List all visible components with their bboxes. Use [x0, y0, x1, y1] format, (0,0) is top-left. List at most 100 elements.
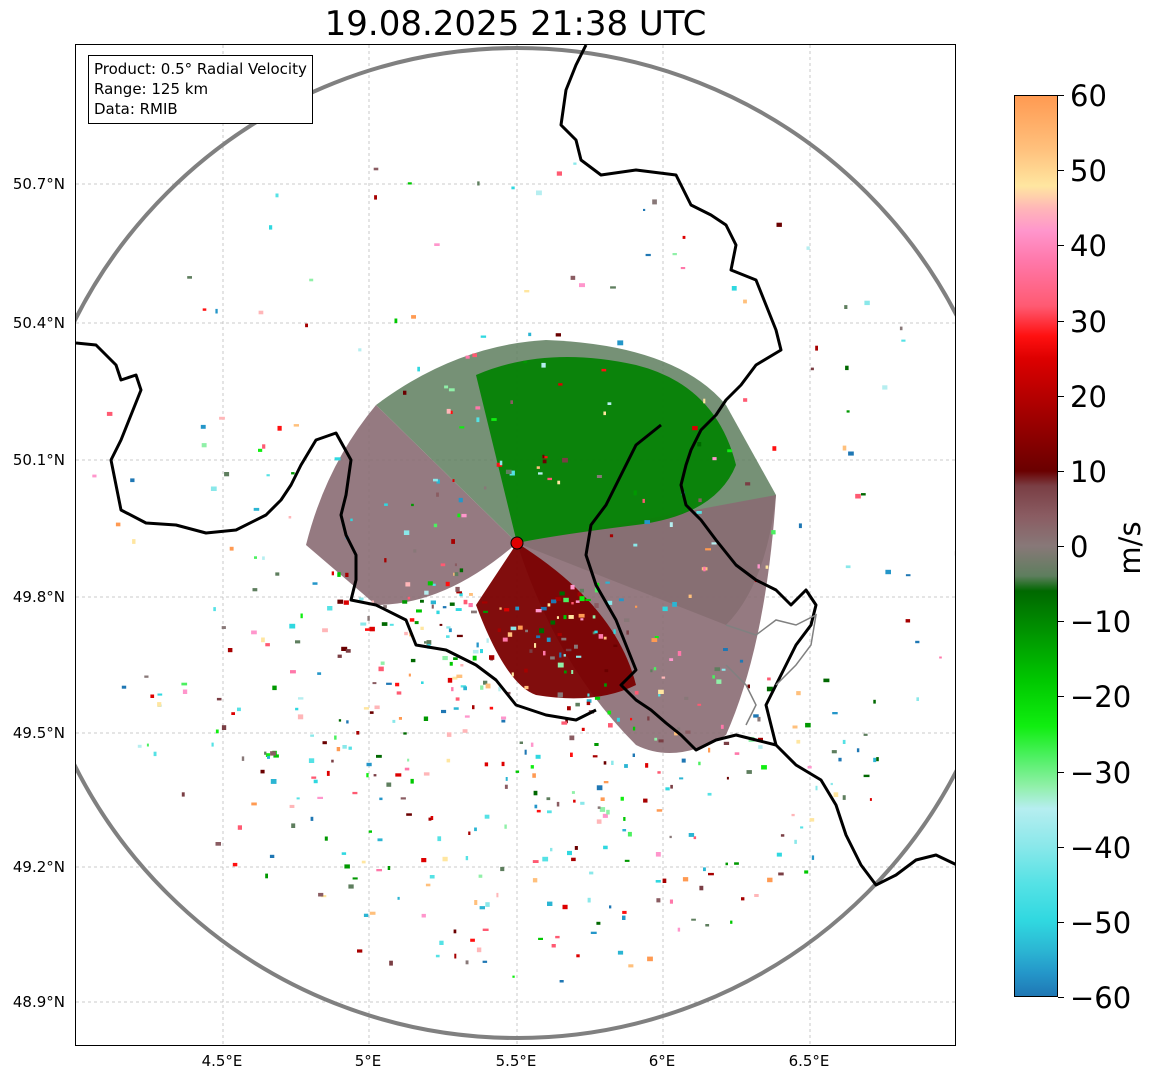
- radar-return-pixel: [656, 809, 663, 812]
- radar-return-pixel: [662, 606, 668, 612]
- radar-return-pixel: [533, 790, 538, 796]
- radar-return-pixel: [714, 667, 720, 672]
- radar-return-pixel: [607, 710, 612, 715]
- radar-return-pixel: [901, 339, 906, 342]
- radar-return-pixel: [669, 658, 674, 661]
- radar-return-pixel: [571, 857, 576, 862]
- radar-return-pixel: [743, 299, 747, 304]
- radar-return-pixel: [616, 717, 620, 722]
- radar-return-pixel: [459, 426, 465, 429]
- radar-return-pixel: [482, 960, 488, 963]
- radar-return-pixel: [106, 411, 113, 416]
- radar-return-pixel: [540, 606, 547, 611]
- radar-return-pixel: [474, 827, 477, 832]
- radar-return-pixel: [574, 846, 578, 850]
- radar-return-pixel: [496, 462, 503, 467]
- radar-return-pixel: [213, 607, 216, 612]
- radar-return-pixel: [654, 737, 658, 741]
- radar-return-pixel: [221, 626, 226, 629]
- radar-return-pixel: [427, 581, 433, 586]
- radar-return-pixel: [471, 610, 477, 614]
- radar-return-pixel: [603, 845, 608, 850]
- radar-return-pixel: [765, 565, 769, 569]
- radar-return-pixel: [563, 615, 567, 620]
- radar-return-pixel: [262, 556, 265, 560]
- radar-return-pixel: [504, 608, 510, 612]
- radar-return-pixel: [698, 761, 701, 766]
- radar-return-pixel: [547, 901, 553, 906]
- radar-return-pixel: [753, 714, 759, 718]
- radar-return-pixel: [556, 801, 560, 807]
- radar-return-pixel: [366, 773, 369, 778]
- colorbar-unit-label: m/s: [1113, 521, 1147, 575]
- radar-return-pixel: [708, 747, 711, 753]
- colorbar-tick-label: 0: [1070, 530, 1089, 564]
- radar-return-pixel: [405, 582, 411, 587]
- radar-return-pixel: [352, 791, 358, 795]
- colorbar-tick-mark: [1058, 771, 1064, 773]
- radar-return-pixel: [157, 702, 162, 707]
- radar-return-pixel: [403, 390, 407, 395]
- radar-return-pixel: [444, 385, 449, 389]
- radar-return-pixel: [337, 572, 341, 577]
- radar-return-pixel: [363, 913, 369, 917]
- radar-return-pixel: [536, 190, 542, 196]
- map-title: 19.08.2025 21:38 UTC: [324, 4, 707, 44]
- radar-return-pixel: [606, 809, 610, 815]
- radar-return-pixel: [739, 659, 744, 663]
- radar-return-pixel: [747, 684, 750, 689]
- radar-return-pixel: [823, 678, 830, 683]
- colorbar-tick-mark: [1058, 170, 1064, 172]
- radar-return-pixel: [608, 723, 613, 728]
- lon-tick-label: 6.5°E: [788, 1052, 830, 1070]
- radar-return-pixel: [501, 716, 507, 720]
- radar-return-pixel: [691, 918, 696, 921]
- colorbar-tick-label: −60: [1070, 981, 1132, 1015]
- radar-return-pixel: [712, 675, 715, 679]
- radar-return-pixel: [432, 583, 436, 586]
- radar-return-pixel: [485, 902, 490, 907]
- radar-return-pixel: [594, 587, 599, 593]
- radar-return-pixel: [594, 743, 599, 746]
- radar-return-pixel: [297, 714, 304, 720]
- radar-return-pixel: [410, 778, 414, 784]
- radar-return-pixel: [408, 673, 411, 677]
- radar-return-pixel: [730, 920, 733, 924]
- radar-return-pixel: [489, 655, 495, 660]
- radar-return-pixel: [421, 858, 427, 863]
- radar-return-pixel: [603, 636, 607, 640]
- radar-return-pixel: [475, 406, 481, 410]
- radar-return-pixel: [594, 696, 601, 700]
- lon-tick-label: 6°E: [648, 1052, 676, 1070]
- radar-return-pixel: [624, 859, 630, 862]
- radar-return-pixel: [336, 747, 341, 752]
- radar-return-pixel: [684, 696, 689, 700]
- radar-return-pixel: [571, 670, 574, 674]
- radar-return-pixel: [731, 286, 737, 291]
- radar-return-pixel: [461, 513, 467, 518]
- radar-site-marker[interactable]: [510, 536, 524, 550]
- radar-return-pixel: [366, 762, 372, 767]
- radar-map[interactable]: [75, 44, 956, 1046]
- radar-return-pixel: [688, 833, 695, 837]
- radar-return-pixel: [767, 877, 773, 883]
- colorbar-tick-mark: [1058, 320, 1064, 322]
- radar-return-pixel: [448, 388, 455, 392]
- radar-return-pixel: [389, 960, 393, 966]
- radar-return-pixel: [463, 686, 467, 691]
- radar-return-pixel: [224, 472, 230, 477]
- radar-return-pixel: [597, 806, 601, 809]
- radar-return-pixel: [830, 782, 833, 786]
- colorbar-tick-mark: [1058, 997, 1064, 998]
- colorbar-tick-label: 30: [1070, 304, 1107, 339]
- radar-return-pixel: [357, 949, 363, 953]
- radar-return-pixel: [450, 410, 453, 414]
- radar-return-pixel: [413, 549, 417, 553]
- radar-return-pixel: [491, 418, 497, 421]
- radar-return-pixel: [622, 829, 627, 832]
- radar-return-pixel: [402, 600, 408, 604]
- radar-return-pixel: [939, 656, 942, 659]
- radar-return-pixel: [776, 852, 782, 857]
- radar-return-pixel: [372, 682, 377, 685]
- radar-return-pixel: [705, 924, 710, 927]
